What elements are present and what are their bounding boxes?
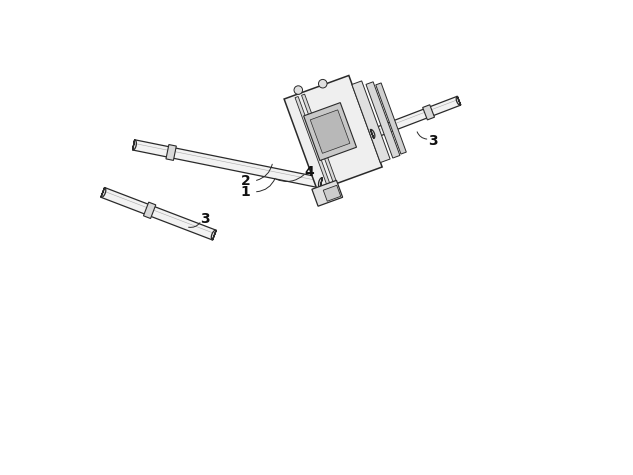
Polygon shape [310, 110, 350, 153]
Polygon shape [370, 96, 461, 138]
Polygon shape [456, 96, 461, 105]
Polygon shape [144, 202, 156, 218]
Polygon shape [376, 83, 406, 154]
Polygon shape [304, 103, 356, 161]
Polygon shape [284, 76, 382, 190]
Polygon shape [166, 144, 177, 161]
Polygon shape [366, 82, 400, 158]
Polygon shape [323, 185, 341, 201]
Polygon shape [370, 129, 375, 138]
Text: 3: 3 [428, 133, 437, 148]
Polygon shape [312, 180, 342, 206]
Circle shape [318, 79, 327, 88]
Circle shape [294, 86, 303, 95]
Polygon shape [352, 81, 390, 162]
Polygon shape [301, 94, 336, 182]
Polygon shape [101, 188, 106, 197]
Polygon shape [295, 96, 330, 185]
Polygon shape [132, 140, 136, 150]
Text: 4: 4 [304, 165, 314, 179]
Text: 1: 1 [241, 185, 250, 200]
Polygon shape [318, 178, 322, 188]
Polygon shape [423, 105, 434, 120]
Polygon shape [132, 140, 322, 188]
Text: 3: 3 [200, 212, 210, 227]
Polygon shape [211, 230, 216, 240]
Text: 2: 2 [241, 174, 250, 189]
Polygon shape [101, 188, 216, 240]
